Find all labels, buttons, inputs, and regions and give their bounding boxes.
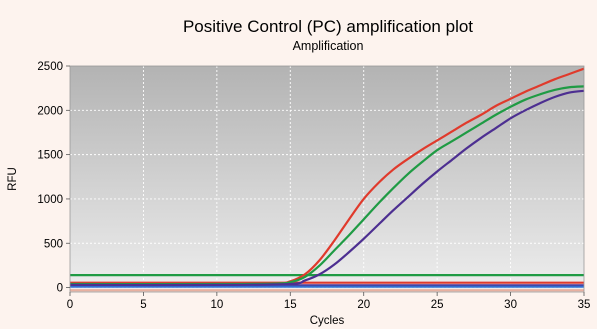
x-tick-label-35: 35 xyxy=(578,299,591,311)
x-axis-ticks: 0 5 10 15 20 25 30 35 xyxy=(67,292,591,311)
series-line-2 xyxy=(69,85,585,286)
plot-frame xyxy=(69,65,585,293)
x-tick-label-0: 0 xyxy=(67,299,73,311)
y-tick-label-1000: 1000 xyxy=(37,194,63,206)
series-line-3 xyxy=(69,89,585,287)
x-tick-label-15: 15 xyxy=(284,299,297,311)
series-line-1 xyxy=(69,67,585,286)
chart-subtitle: Amplification xyxy=(293,39,364,53)
chart-title: Positive Control (PC) amplification plot xyxy=(183,17,473,36)
x-tick-label-20: 20 xyxy=(357,299,370,311)
y-tick-label-1500: 1500 xyxy=(37,150,63,162)
y-tick-label-500: 500 xyxy=(44,238,63,250)
y-tick-label-2500: 2500 xyxy=(37,61,63,73)
x-tick-label-10: 10 xyxy=(210,299,223,311)
y-axis-label: RFU xyxy=(7,167,19,191)
y-axis-ticks: 0 500 1000 1500 2000 2500 xyxy=(37,61,70,295)
x-tick-label-30: 30 xyxy=(504,299,517,311)
y-tick-label-0: 0 xyxy=(57,283,63,295)
x-tick-label-25: 25 xyxy=(431,299,444,311)
series-lines xyxy=(69,67,585,287)
y-tick-label-2000: 2000 xyxy=(37,105,63,117)
x-tick-label-5: 5 xyxy=(140,299,146,311)
x-axis-label: Cycles xyxy=(310,315,345,327)
